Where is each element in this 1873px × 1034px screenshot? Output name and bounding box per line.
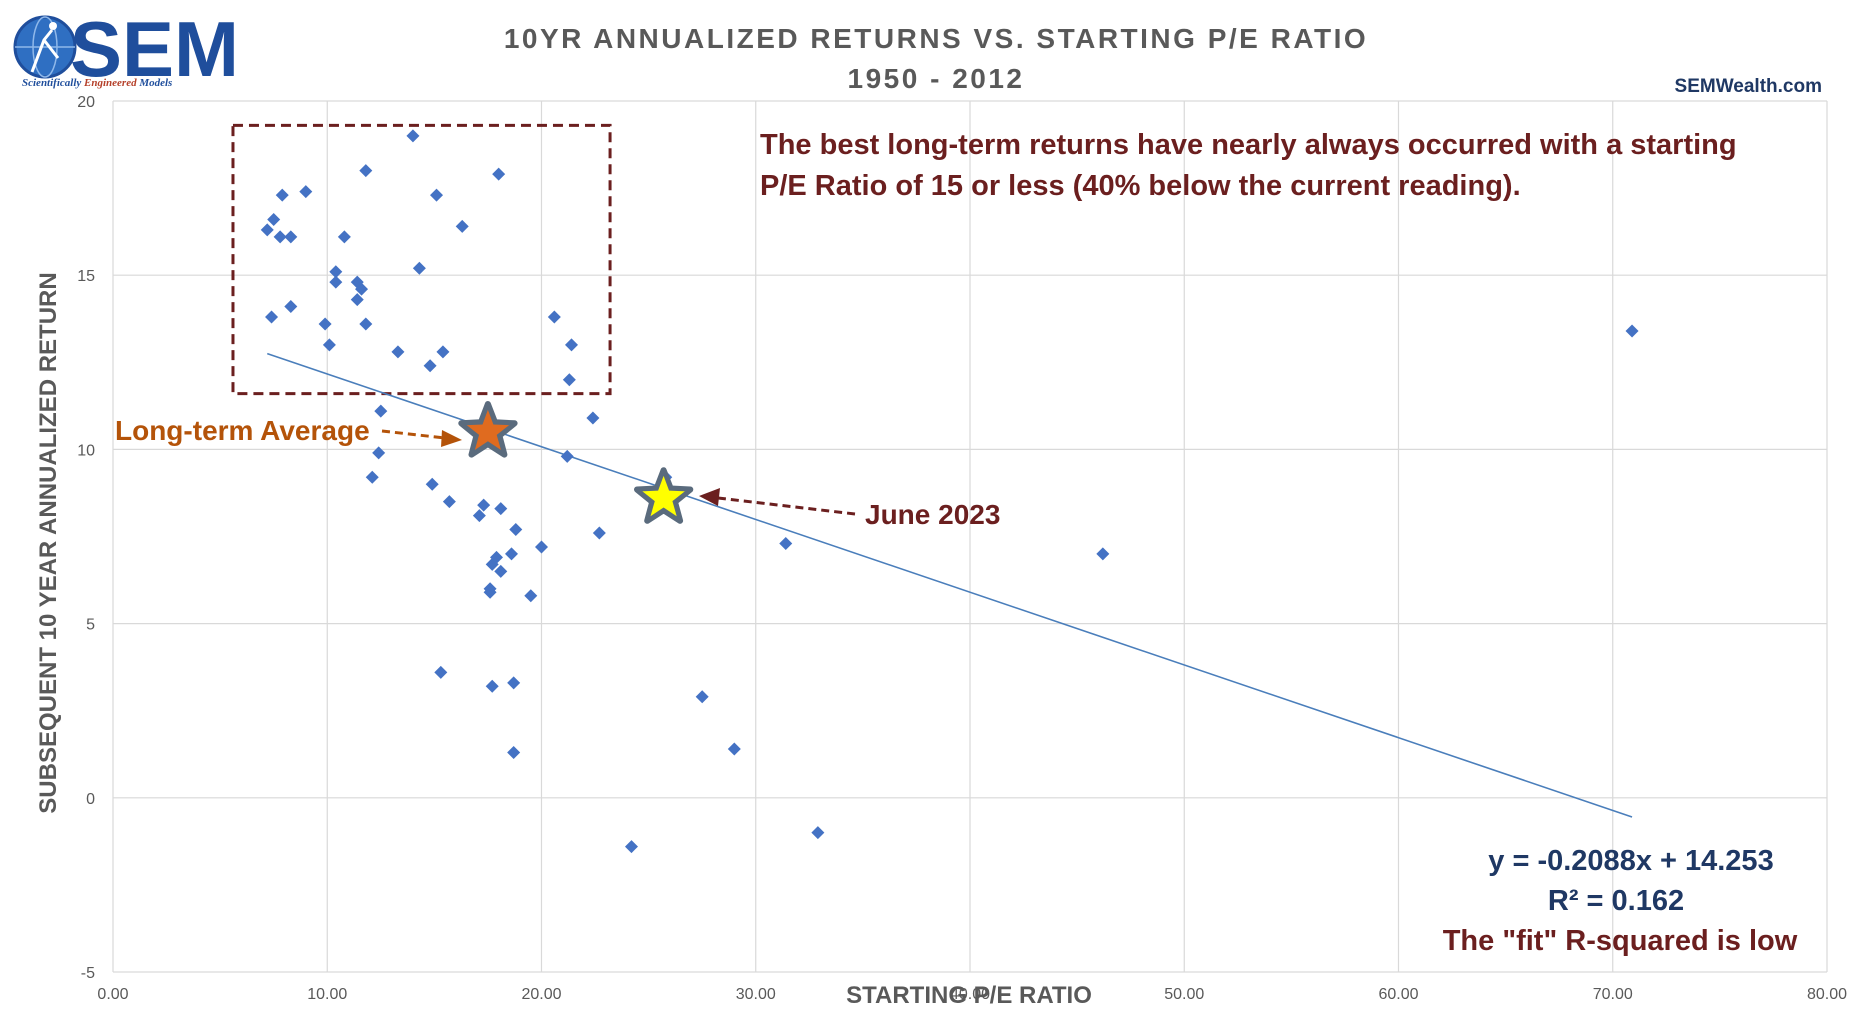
x-tick-label: 20.00	[521, 986, 561, 1003]
data-point	[430, 188, 444, 202]
data-point	[483, 582, 497, 596]
data-point	[494, 564, 508, 578]
data-point	[365, 470, 379, 484]
data-point	[455, 219, 469, 233]
data-point	[260, 223, 274, 237]
tick-labels: 0.00 10.00 20.00 30.00 40.00 50.00 60.00 70.00 8…	[77, 94, 1847, 1003]
data-point	[624, 840, 638, 854]
data-point	[779, 536, 793, 550]
data-point	[273, 230, 287, 244]
data-point	[284, 230, 298, 244]
data-point	[586, 411, 600, 425]
data-point	[477, 498, 491, 512]
annotation-line-1: The best long-term returns have nearly a…	[760, 129, 1737, 161]
long-term-average-star	[463, 406, 513, 453]
data-point	[337, 230, 351, 244]
x-tick-label: 10.00	[307, 986, 347, 1003]
long-term-average-arrow	[381, 429, 462, 447]
data-point	[434, 665, 448, 679]
x-tick-label: 0.00	[97, 986, 128, 1003]
data-point	[275, 188, 289, 202]
data-point	[485, 679, 499, 693]
long-term-average-label: Long-term Average	[115, 415, 370, 446]
data-point	[329, 275, 343, 289]
data-point	[322, 338, 336, 352]
june-2023-arrow	[699, 488, 856, 516]
data-point	[535, 540, 548, 554]
fit-note: The "fit" R-squared is low	[1443, 925, 1798, 957]
data-point	[265, 310, 279, 324]
data-point	[372, 446, 386, 460]
chart-subtitle: 1950 - 2012	[848, 63, 1025, 94]
data-point	[299, 185, 313, 199]
trend-equation: y = -0.2088x + 14.253	[1488, 845, 1773, 877]
x-tick-label: 80.00	[1807, 986, 1847, 1003]
sem-logo: SEM Scientifically Engineered Models	[13, 5, 239, 93]
june-2023-star	[639, 472, 689, 520]
data-point	[547, 310, 561, 324]
data-point	[442, 495, 456, 509]
y-tick-label: 15	[77, 268, 95, 285]
data-point	[355, 282, 369, 296]
site-url: SEMWealth.com	[1675, 76, 1822, 97]
logo-tagline: Scientifically Engineered Models	[22, 77, 172, 89]
data-point	[423, 359, 437, 373]
data-point	[524, 589, 538, 603]
x-tick-label: 60.00	[1378, 986, 1418, 1003]
june-2023-label: June 2023	[865, 499, 1000, 530]
annotation-line-2: P/E Ratio of 15 or less (40% below the c…	[760, 170, 1521, 202]
data-point	[472, 509, 486, 523]
data-point	[284, 300, 298, 314]
x-tick-label: 30.00	[736, 986, 776, 1003]
data-point	[425, 477, 439, 491]
data-point	[436, 345, 450, 359]
data-point	[359, 317, 373, 331]
data-point	[507, 746, 521, 760]
data-point	[505, 547, 519, 561]
data-point	[560, 449, 574, 463]
data-point	[359, 164, 373, 178]
y-tick-label: 0	[86, 791, 95, 808]
data-point	[492, 167, 506, 181]
gridlines	[112, 100, 1828, 973]
data-point	[1096, 547, 1110, 561]
data-points	[260, 129, 1639, 854]
chart-title: 10YR ANNUALIZED RETURNS VS. STARTING P/E…	[504, 23, 1368, 54]
y-tick-label: 5	[86, 617, 95, 634]
x-tick-label: 40.00	[950, 986, 990, 1003]
x-axis-label: STARTING P/E RATIO	[846, 982, 1092, 1009]
y-tick-label: 20	[77, 94, 95, 111]
data-point	[350, 293, 364, 307]
data-point	[695, 690, 709, 704]
data-point	[391, 345, 405, 359]
data-point	[507, 676, 521, 690]
data-point	[329, 265, 343, 279]
data-point	[494, 502, 508, 516]
y-axis-label: SUBSEQUENT 10 YEAR ANNUALIZED RETURN	[35, 272, 62, 813]
data-point	[412, 261, 426, 275]
x-tick-label: 70.00	[1593, 986, 1633, 1003]
data-point	[811, 826, 825, 840]
stars	[458, 401, 694, 524]
data-point	[1625, 324, 1639, 338]
r-squared: R² = 0.162	[1548, 885, 1684, 917]
data-point	[727, 742, 741, 756]
logo-wordmark: SEM	[70, 5, 239, 93]
data-point	[562, 373, 576, 387]
y-tick-label: 10	[77, 442, 95, 459]
data-point	[592, 526, 606, 540]
logo-globe-icon	[13, 15, 77, 79]
data-point	[374, 404, 388, 418]
data-point	[406, 129, 420, 143]
x-tick-label: 50.00	[1164, 986, 1204, 1003]
data-point	[564, 338, 578, 352]
data-point	[318, 317, 332, 331]
data-point	[267, 212, 281, 226]
data-point	[490, 550, 504, 564]
y-tick-label: -5	[81, 965, 95, 982]
data-point	[509, 523, 523, 537]
highlight-box	[231, 123, 612, 396]
